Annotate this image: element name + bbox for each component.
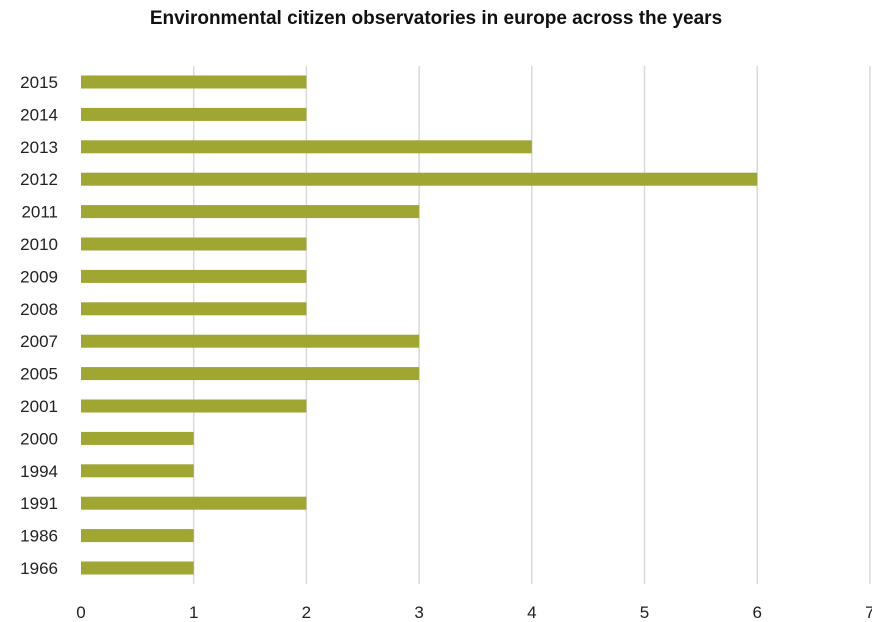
y-tick-label-2015: 2015	[20, 73, 58, 92]
x-tick-label-0: 0	[76, 603, 85, 622]
y-tick-label-2000: 2000	[20, 429, 58, 448]
chart-title: Environmental citizen observatories in e…	[149, 8, 723, 29]
bar-2000	[81, 431, 194, 445]
bar-2015	[81, 75, 307, 89]
y-tick-label-2011: 2011	[21, 203, 58, 222]
x-tick-label-5: 5	[640, 603, 649, 622]
bar-2009	[81, 269, 307, 283]
x-tick-label-6: 6	[752, 603, 761, 622]
x-tick-label-2: 2	[302, 603, 311, 622]
y-tick-label-1991: 1991	[20, 494, 58, 513]
y-tick-label-2001: 2001	[20, 397, 58, 416]
y-tick-label-2013: 2013	[20, 138, 58, 157]
bars	[81, 75, 758, 575]
y-tick-labels: 2015 2014 2013 2012 2011 2010 2009 2008 2007 2005…	[20, 73, 58, 578]
bar-1991	[81, 496, 307, 510]
x-tick-label-1: 1	[189, 603, 198, 622]
bar-2011	[81, 205, 420, 219]
bar-1994	[81, 464, 194, 478]
y-tick-label-2012: 2012	[20, 170, 58, 189]
y-tick-label-1994: 1994	[20, 462, 58, 481]
y-tick-label-2008: 2008	[20, 300, 58, 319]
bar-2012	[81, 172, 758, 186]
bar-2014	[81, 107, 307, 121]
bar-2010	[81, 237, 307, 251]
y-tick-label-2010: 2010	[20, 235, 58, 254]
bar-2001	[81, 399, 307, 413]
bar-1966	[81, 561, 194, 575]
y-tick-label-2007: 2007	[20, 332, 58, 351]
x-tick-label-7: 7	[865, 603, 872, 622]
bar-2005	[81, 367, 420, 381]
bar-1986	[81, 529, 194, 543]
x-tick-label-4: 4	[527, 603, 536, 622]
x-tick-labels: 0 1 2 3 4 5 6 7	[76, 603, 872, 622]
bar-2007	[81, 334, 420, 348]
y-tick-label-1966: 1966	[20, 559, 58, 578]
y-tick-label-2009: 2009	[20, 267, 58, 286]
y-tick-label-1986: 1986	[20, 527, 58, 546]
bar-2013	[81, 140, 532, 154]
bar-2008	[81, 302, 307, 316]
y-tick-label-2014: 2014	[20, 105, 58, 124]
y-tick-label-2005: 2005	[20, 365, 58, 384]
x-tick-label-3: 3	[414, 603, 423, 622]
